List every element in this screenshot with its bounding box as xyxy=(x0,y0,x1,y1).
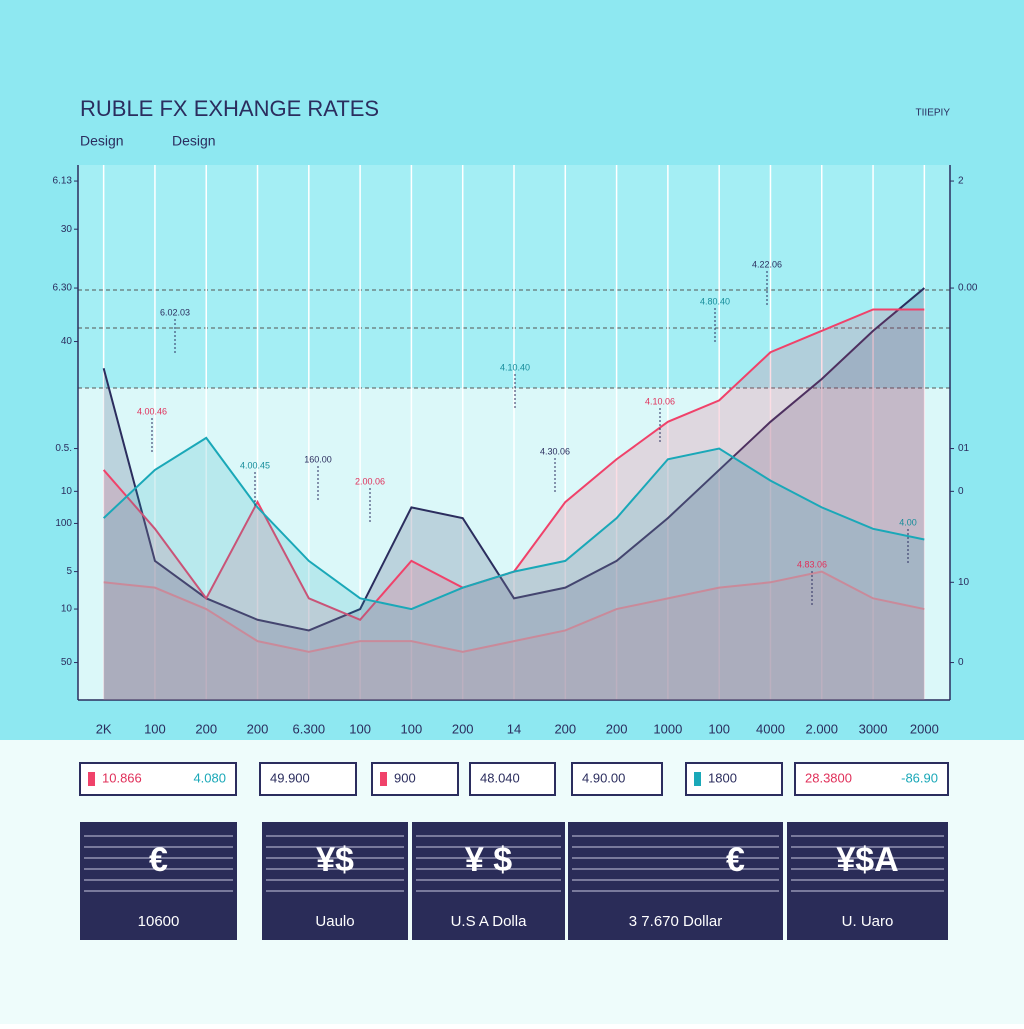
x-tick-label: 2.000 xyxy=(805,721,838,736)
series-area xyxy=(103,309,925,700)
annotation: 4.00.45 xyxy=(240,460,270,470)
legend-box xyxy=(794,762,949,796)
currency-card xyxy=(787,822,948,940)
currency-symbol: € xyxy=(149,841,168,879)
legend-text: 49.900 xyxy=(270,770,310,785)
currency-label: 3 7.670 Dollar xyxy=(629,913,722,930)
currency-label: 10600 xyxy=(138,913,180,930)
currency-symbol: € xyxy=(726,841,745,879)
series-area xyxy=(103,571,925,700)
legend-text: 900 xyxy=(394,770,416,785)
legend-swatch xyxy=(694,772,701,786)
annotation: 4.00 xyxy=(899,517,917,527)
annotation: 4.83.06 xyxy=(797,559,827,569)
x-tick-label: 2K xyxy=(96,721,112,736)
x-tick-label: 200 xyxy=(554,721,576,736)
legend-text: 1800 xyxy=(708,770,737,785)
y-tick-label: 5 xyxy=(66,566,72,577)
annotation: 4.80.40 xyxy=(700,296,730,306)
y-tick-label: 6.30 xyxy=(53,283,73,294)
legend-box xyxy=(685,762,783,796)
x-tick-label: 2000 xyxy=(910,721,939,736)
annotation: 160.00 xyxy=(304,454,332,464)
corner-label: TIIEPIY xyxy=(916,108,951,119)
x-tick-label: 200 xyxy=(606,721,628,736)
x-tick-label: 3000 xyxy=(859,721,888,736)
title: RUBLE FX EXHANGE RATES xyxy=(80,96,379,121)
legend-text: 48.040 xyxy=(480,770,520,785)
y-tick-label: 100 xyxy=(55,518,72,529)
currency-card xyxy=(412,822,565,940)
x-tick-label: 100 xyxy=(708,721,730,736)
x-tick-label: 200 xyxy=(195,721,217,736)
legend-text: 28.3800 xyxy=(805,770,852,785)
currency-symbol: ¥ $ xyxy=(465,841,512,879)
series-line xyxy=(102,287,925,632)
y2-tick-label: 0.00 xyxy=(958,283,978,294)
annotation: 4.10.40 xyxy=(500,362,530,372)
y2-tick-label: 10 xyxy=(958,577,970,588)
y2-tick-label: 0 xyxy=(958,657,964,668)
series-line xyxy=(102,436,925,611)
annotation: 4.30.06 xyxy=(540,446,570,456)
series-line xyxy=(103,570,925,653)
x-tick-label: 100 xyxy=(401,721,423,736)
legend-box xyxy=(469,762,556,796)
y2-tick-label: 0 xyxy=(958,486,964,497)
x-tick-label: 200 xyxy=(247,721,269,736)
y-tick-label: 10 xyxy=(61,486,73,497)
x-tick-label: 14 xyxy=(507,721,521,736)
legend-box xyxy=(79,762,237,796)
currency-label: U. Uaro xyxy=(842,913,894,930)
annotation: 2.00.06 xyxy=(355,476,385,486)
annotation: 4.00.46 xyxy=(137,406,167,416)
legend-text: 4.90.00 xyxy=(582,770,625,785)
annotation: 6.02.03 xyxy=(160,307,190,317)
y-tick-label: 0.5. xyxy=(55,443,72,454)
legend-box xyxy=(259,762,357,796)
currency-card xyxy=(80,822,237,940)
y-tick-label: 30 xyxy=(61,224,73,235)
bottom-widgets: 10.866 4.080 49.900 900 48.040 4.90.00 1800 28.… xyxy=(79,762,949,940)
legend-text: 4.080 xyxy=(193,770,226,785)
x-tick-label: 4000 xyxy=(756,721,785,736)
y-tick-label: 40 xyxy=(61,336,73,347)
annotation: 4.10.06 xyxy=(645,396,675,406)
legend-text: -86.90 xyxy=(901,770,938,785)
currency-card xyxy=(262,822,408,940)
x-tick-label: 1000 xyxy=(653,721,682,736)
legend-text: 10.866 xyxy=(102,770,142,785)
x-tick-label: 6.300 xyxy=(293,721,326,736)
y-tick-label: 10 xyxy=(61,604,73,615)
subtitle: Design xyxy=(172,133,216,149)
x-tick-label: 200 xyxy=(452,721,474,736)
currency-symbol: ¥$A xyxy=(836,841,898,879)
series-area xyxy=(103,288,925,700)
y2-tick-label: 01 xyxy=(958,443,970,454)
legend-swatch xyxy=(380,772,387,786)
legend-box xyxy=(571,762,663,796)
currency-label: Uaulo xyxy=(315,913,354,930)
y-tick-label: 6.13 xyxy=(53,176,73,187)
y2-tick-label: 2 xyxy=(958,176,964,187)
x-tick-label: 100 xyxy=(349,721,371,736)
series-area xyxy=(103,437,925,700)
legend-swatch xyxy=(88,772,95,786)
x-tick-label: 100 xyxy=(144,721,166,736)
subtitle: Design xyxy=(80,133,124,149)
currency-label: U.S A Dolla xyxy=(451,913,528,930)
currency-card xyxy=(568,822,783,940)
annotation: 4.22.06 xyxy=(752,259,782,269)
currency-symbol: ¥$ xyxy=(316,841,354,879)
y-tick-label: 50 xyxy=(61,657,73,668)
